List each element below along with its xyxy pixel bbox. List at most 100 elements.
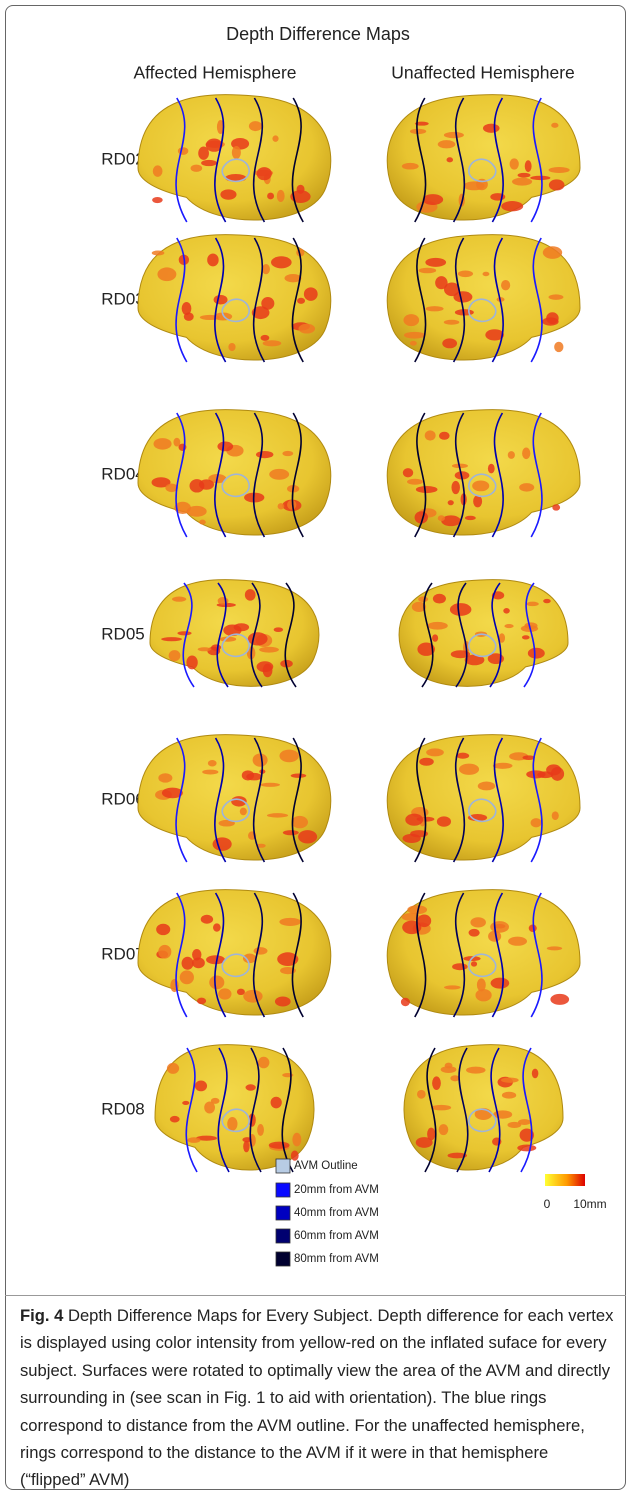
legend-label: 20mm from AVM [294,1184,379,1196]
avm-outline [221,473,250,498]
depth-spot [519,1128,535,1142]
depth-spot [192,957,205,969]
depth-spot [409,340,417,346]
brain-surface [386,94,581,223]
depth-spot [204,1101,215,1114]
depth-spot [450,650,471,659]
depth-spot [268,1141,290,1149]
depth-spot [493,1110,513,1119]
depth-spot [187,1137,201,1143]
distance-ring [291,412,304,538]
distance-ring [175,892,188,1018]
depth-spot [427,1127,436,1141]
column-header: Affected Hemisphere [133,63,296,83]
distance-ring [424,1047,437,1173]
depth-spot [440,1066,457,1073]
depth-spot [205,138,223,152]
depth-spot [548,167,570,173]
depth-spot [177,631,192,636]
depth-spot [443,985,461,990]
distance-ring [185,1047,198,1173]
depth-spot [477,781,496,791]
depth-spot [212,837,232,851]
depth-spot [427,621,448,630]
caption: Fig. 4 Depth Difference Maps for Every S… [20,1302,616,1494]
depth-spot [526,770,546,779]
depth-spot [194,1080,208,1092]
depth-spot [236,988,245,996]
column-header: Unaffected Hemisphere [391,63,575,83]
depth-spot [498,633,506,643]
depth-spot [517,172,531,178]
depth-spot [501,201,524,212]
brain-surface [403,1044,564,1173]
depth-spot [417,914,432,928]
depth-spot [195,1135,218,1141]
distance-ring [452,412,466,538]
depth-spot [524,160,532,172]
avm-outline [468,953,497,978]
depth-spot [432,1076,441,1090]
depth-spot [456,752,470,759]
distance-ring [291,737,304,863]
depth-spot [470,961,478,967]
depth-spot [257,1056,270,1069]
brain-surface [137,409,332,538]
depth-spot [239,807,247,816]
distance-ring [281,1047,294,1173]
depth-spot [213,923,221,932]
depth-spot [422,194,444,205]
avm-outline [468,633,497,658]
depth-spot [259,646,279,653]
distance-ring [530,737,543,863]
brain-surface [386,234,581,363]
depth-spot [464,654,485,666]
brain-surface [398,579,569,688]
depth-spot [443,131,464,139]
distance-ring [530,412,543,538]
depth-spot [282,830,299,836]
depth-spot [548,294,564,300]
depth-spot [407,905,428,915]
distance-ring [175,237,188,363]
colorbar-max-label: 10mm [573,1197,606,1211]
depth-spot [165,483,178,493]
distance-ring [523,582,536,688]
depth-spot [182,1100,190,1105]
row-label: RD07 [101,944,144,963]
brain-surface [386,889,581,1018]
depth-spot [223,624,242,637]
depth-spot [425,306,444,312]
legend-swatch [275,1158,291,1174]
depth-spot [487,463,495,474]
depth-spot [262,263,270,275]
avm-outline [468,473,497,498]
row-label: RD02 [101,149,144,168]
depth-spot [501,280,511,291]
depth-spot [201,159,217,167]
distance-ring [214,412,227,538]
depth-spot [179,970,194,985]
depth-spot [247,632,268,646]
depth-spot [519,483,535,492]
depth-spot [441,515,461,527]
avm-outline [468,1108,497,1133]
depth-spot [418,267,437,274]
depth-spot [470,917,486,928]
depth-spot [490,977,510,989]
brain-surface [137,889,332,1018]
depth-spot [228,342,236,352]
brain-surface [137,234,332,363]
depth-spot [173,437,181,447]
depth-spot [177,147,189,155]
depth-spot [424,430,436,441]
depth-spot [414,121,429,126]
caption-separator [5,1295,626,1296]
depth-spot [522,755,535,760]
depth-spot [437,515,445,522]
depth-spot [151,477,171,488]
depth-spot [490,921,510,933]
depth-spot [207,253,219,267]
depth-spot [198,146,209,160]
distance-ring [452,237,466,363]
